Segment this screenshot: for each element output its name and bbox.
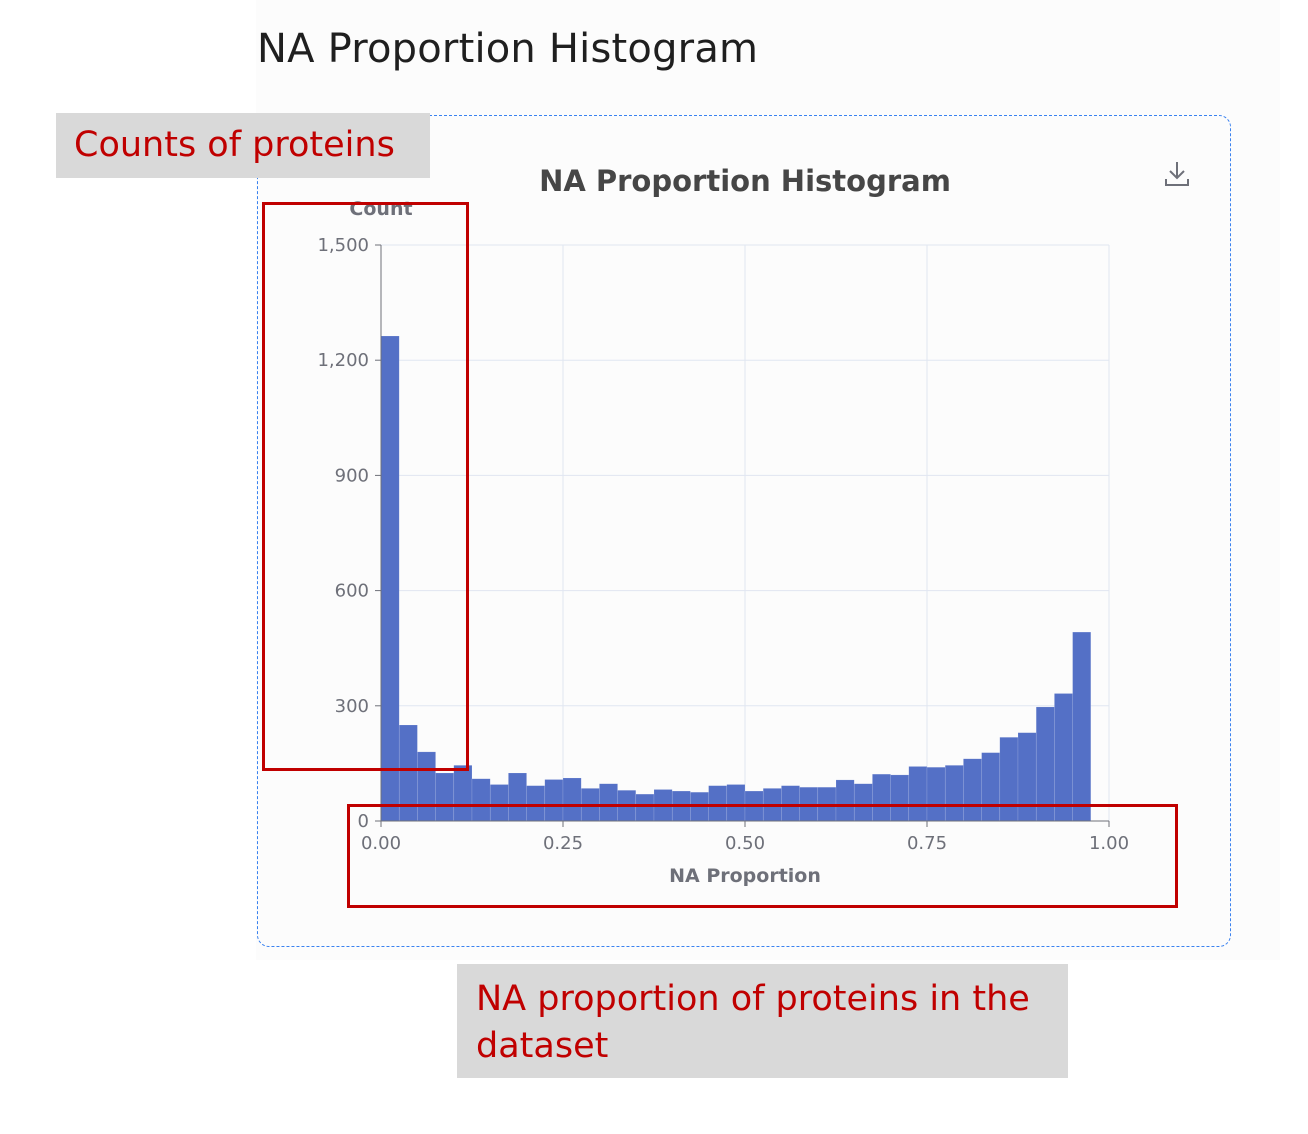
y-tick-label: 1,200 (317, 350, 369, 371)
x-axis-highlight-box (347, 804, 1178, 908)
axes: 0 300 600 900 1,200 1,500 0.00 0.25 0.50 0.75 1.00 (317, 235, 1129, 854)
y-axis-highlight-box (262, 202, 469, 771)
x-tick-label: 0.50 (725, 833, 765, 854)
na-proportion-callout: NA proportion of proteins in the dataset (457, 964, 1068, 1078)
y-tick-label: 300 (335, 696, 369, 717)
y-tick-label: 0 (358, 811, 369, 832)
y-tick-label: 600 (335, 581, 369, 602)
x-axis-label: NA Proportion (669, 865, 821, 887)
download-icon (1165, 162, 1189, 186)
histogram-bar[interactable] (1072, 631, 1092, 822)
histogram-bars (380, 335, 1092, 822)
histogram-bar[interactable] (1054, 693, 1073, 822)
chart-title: NA Proportion Histogram (539, 164, 951, 198)
counts-callout: Counts of proteins (56, 113, 430, 178)
x-tick-label: 0.00 (361, 833, 401, 854)
x-tick-label: 0.25 (543, 833, 583, 854)
grid-lines (381, 244, 1110, 821)
page-title: NA Proportion Histogram (257, 26, 759, 72)
x-tick-label: 1.00 (1089, 833, 1129, 854)
x-tick-label: 0.75 (907, 833, 947, 854)
y-tick-label: 1,500 (317, 235, 369, 256)
y-tick-label: 900 (335, 465, 369, 486)
download-button[interactable] (1162, 159, 1192, 189)
